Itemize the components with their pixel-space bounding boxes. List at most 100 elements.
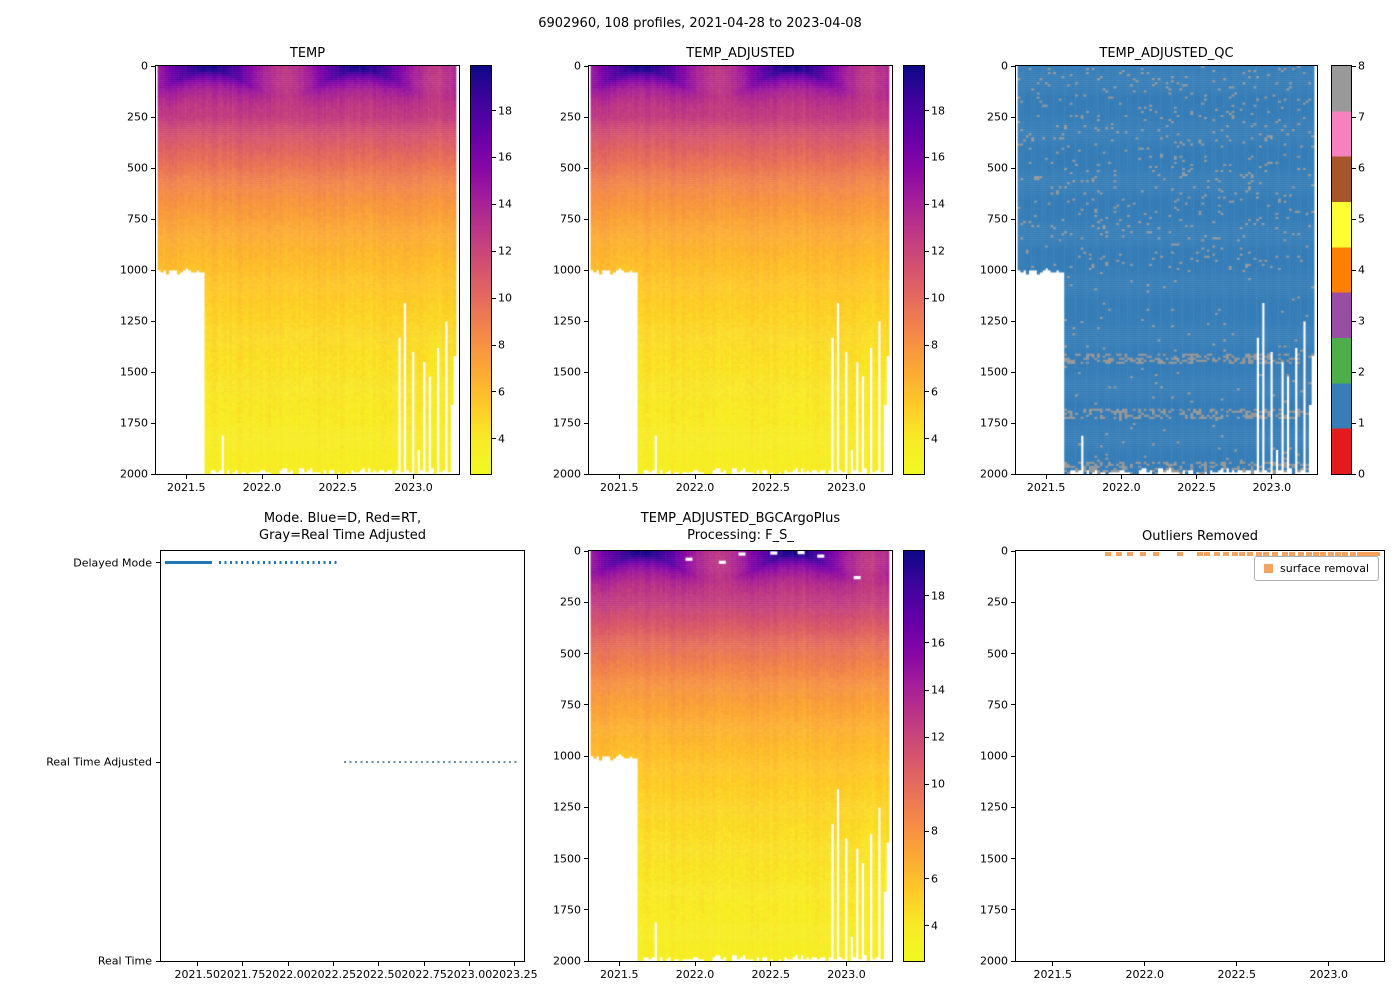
outlier-marker [1373, 552, 1380, 556]
qc-colorbar [1331, 65, 1352, 475]
tick-mark [1011, 601, 1015, 603]
tick-mark [584, 704, 588, 706]
panel-temp-adjusted-axes [588, 65, 893, 475]
legend-marker-square [1264, 564, 1274, 573]
temp-colorbar [470, 65, 492, 475]
tick-mark [925, 642, 929, 644]
xtick-label: 2023.0 [1309, 968, 1349, 981]
tick-mark [694, 962, 696, 966]
panel-mode-axes [160, 550, 525, 962]
ytick-label: 2000 [553, 954, 581, 968]
xtick-label: 2022.0 [1125, 968, 1165, 981]
ytick-label: 1250 [553, 314, 581, 328]
tick-mark [925, 156, 929, 158]
tick-mark [492, 438, 496, 440]
xtick-label: 2022.50 [356, 968, 402, 981]
xtick-label: 2022.0 [1102, 481, 1141, 494]
ytick-label: 250 [560, 110, 581, 124]
tick-mark [423, 962, 425, 966]
outlier-marker [1222, 552, 1229, 556]
tick-mark [584, 755, 588, 757]
colorbar-tick-label: 14 [931, 683, 945, 697]
tick-mark [925, 297, 929, 299]
colorbar-tick-label: 10 [931, 291, 945, 305]
tick-mark [925, 736, 929, 738]
xtick-label: 2023.0 [827, 481, 866, 494]
outlier-marker [1272, 552, 1279, 556]
tick-mark [1011, 167, 1015, 169]
tick-mark [1271, 475, 1273, 479]
panel-outliers-title: Outliers Removed [1141, 529, 1259, 544]
ytick-label: 1000 [553, 263, 581, 277]
tick-mark [156, 562, 160, 564]
colorbar-tick-label: 10 [498, 291, 512, 305]
ytick-label: 0 [1001, 544, 1008, 558]
tick-mark [925, 830, 929, 832]
ytick-label: 0 [1001, 59, 1008, 73]
colorbar-tick-label: 4 [1358, 263, 1365, 277]
tick-mark [287, 962, 289, 966]
ytick-label: 250 [987, 595, 1008, 609]
xtick-label: 2022.5 [1217, 968, 1257, 981]
outlier-marker [1281, 552, 1288, 556]
colorbar-tick-label: 3 [1358, 314, 1365, 328]
tick-mark [1144, 962, 1146, 966]
tick-mark [413, 475, 415, 479]
ytick-label: 500 [560, 647, 581, 660]
tick-mark [151, 422, 155, 424]
tick-mark [1011, 550, 1015, 552]
outlier-marker [1204, 552, 1211, 556]
outlier-marker [1255, 552, 1262, 556]
tick-mark [770, 475, 772, 479]
tick-mark [925, 110, 929, 112]
ytick-label: 1750 [553, 903, 581, 917]
outlier-marker [1362, 552, 1369, 556]
legend-label: surface removal [1280, 562, 1369, 575]
colorbar-tick-label: 12 [931, 244, 945, 258]
xtick-label: 2021.5 [1033, 968, 1073, 981]
tick-mark [584, 320, 588, 322]
xtick-label: 2021.5 [167, 481, 206, 494]
xtick-label: 2023.00 [446, 968, 493, 981]
tick-mark [1011, 806, 1015, 808]
ytick-label: 2000 [980, 954, 1008, 968]
outlier-marker [1327, 552, 1334, 556]
ytick-label: Delayed Mode [73, 556, 152, 570]
temp-heatmap-canvas [156, 66, 459, 474]
ytick-label: 2000 [120, 467, 148, 481]
tick-mark [1328, 962, 1330, 966]
tick-mark [1011, 218, 1015, 220]
tick-mark [584, 858, 588, 859]
ytick-label: 1500 [120, 365, 148, 379]
colorbar-tick-label: 18 [931, 104, 945, 118]
ytick-label: 500 [560, 161, 581, 175]
tick-mark [618, 962, 620, 966]
mode-line-segment [164, 561, 212, 565]
outlier-marker [1289, 552, 1295, 556]
outlier-marker [1305, 552, 1312, 556]
tick-mark [770, 962, 772, 966]
ytick-label: 1250 [553, 800, 581, 814]
tick-mark [492, 391, 496, 393]
ytick-label: 2000 [553, 467, 581, 481]
tick-mark [337, 475, 339, 479]
tick-mark [925, 344, 929, 346]
tick-mark [584, 218, 588, 220]
tick-mark [492, 250, 496, 252]
panel-temp-title: TEMP [289, 46, 326, 61]
tick-mark [584, 116, 588, 118]
ytick-label: 750 [987, 212, 1008, 226]
ytick-label: 1000 [120, 263, 148, 277]
tick-mark [925, 438, 929, 440]
tick-mark [584, 909, 588, 911]
colorbar-tick-label: 8 [1358, 59, 1365, 73]
ytick-label: 1000 [980, 263, 1008, 277]
tick-mark [925, 391, 929, 393]
ytick-label: 1750 [120, 416, 148, 430]
ytick-label: 1500 [980, 852, 1008, 865]
ytick-label: 1750 [980, 903, 1008, 917]
colorbar-tick-label: 12 [498, 244, 512, 258]
outlier-marker [1116, 552, 1123, 556]
ytick-label: 250 [560, 595, 581, 609]
xtick-label: 2021.50 [174, 968, 221, 981]
